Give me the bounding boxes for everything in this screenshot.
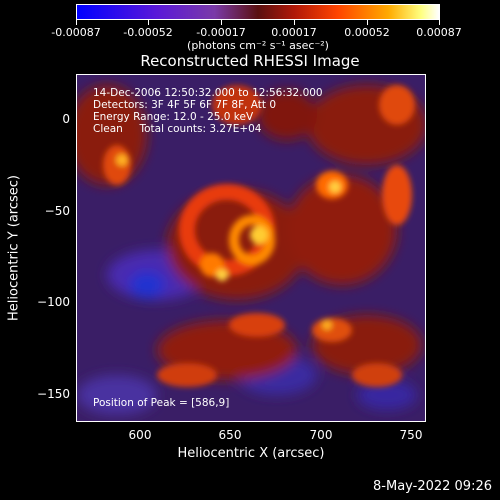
- colorbar-tick: [367, 20, 368, 25]
- x-tick-label: 750: [399, 428, 423, 442]
- colorbar-label: -0.00052: [123, 26, 173, 39]
- colorbar-tick: [221, 20, 222, 25]
- colorbar-label: -0.00087: [51, 26, 101, 39]
- info-detectors: Detectors: 3F 4F 5F 6F 7F 8F, Att 0: [93, 99, 277, 111]
- peak-position: Position of Peak = [586,9]: [93, 397, 230, 409]
- info-time: 14-Dec-2006 12:50:32.000 to 12:56:32.000: [93, 87, 323, 99]
- y-tick-label: 0: [62, 112, 70, 126]
- y-axis-label: Heliocentric Y (arcsec): [6, 175, 22, 321]
- colorbar-label: 0.00087: [416, 26, 462, 39]
- info-energy: Energy Range: 12.0 - 25.0 keV: [93, 111, 254, 123]
- x-tick-label: 650: [218, 428, 242, 442]
- timestamp: 8-May-2022 09:26: [373, 479, 492, 494]
- colorbar-tick: [294, 20, 295, 25]
- colorbar-tick: [439, 20, 440, 25]
- flux-map: [77, 85, 425, 415]
- colorbar-label: 0.00017: [271, 26, 317, 39]
- y-tick-label: −50: [44, 204, 70, 218]
- colorbar-tick: [76, 20, 77, 25]
- x-tick-label: 700: [309, 428, 333, 442]
- image-title: Reconstructed RHESSI Image: [140, 52, 360, 70]
- image-info: 14-Dec-2006 12:50:32.000 to 12:56:32.000…: [93, 87, 323, 135]
- colorbar-units: (photons cm⁻² s⁻¹ asec⁻²): [187, 39, 329, 52]
- colorbar: [76, 4, 440, 20]
- info-method: Clean Total counts: 3.27E+04: [93, 123, 262, 135]
- colorbar-tick: [148, 20, 149, 25]
- y-tick-label: −150: [37, 387, 70, 401]
- x-axis-label: Heliocentric X (arcsec): [177, 446, 325, 461]
- y-tick-label: −100: [37, 295, 70, 309]
- colorbar-label: -0.00017: [196, 26, 246, 39]
- rhessi-image: 14-Dec-2006 12:50:32.000 to 12:56:32.000…: [76, 74, 426, 422]
- colorbar-label: 0.00052: [344, 26, 390, 39]
- x-tick-label: 600: [128, 428, 152, 442]
